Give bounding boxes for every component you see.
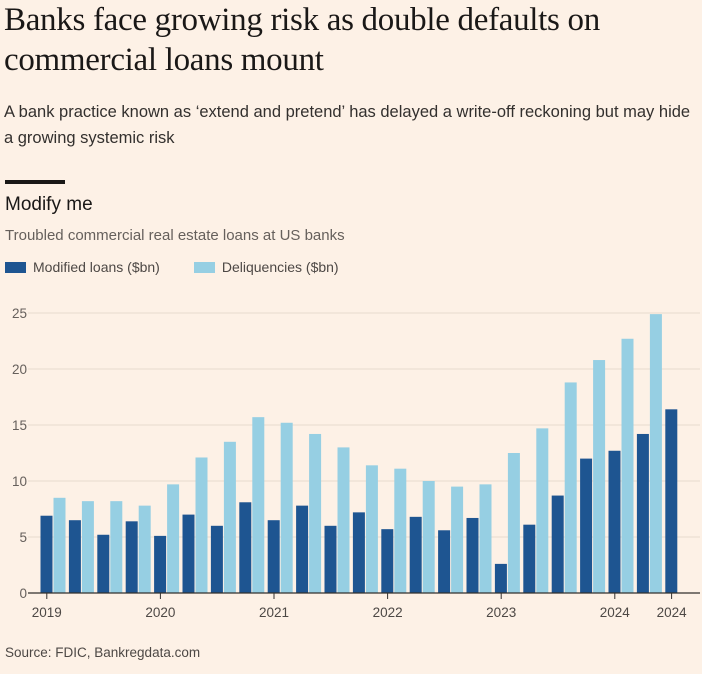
legend-item-modified: Modified loans ($bn)	[5, 259, 160, 275]
bar-chart: 0 5 10 15 20 25 2019 2020 2021 2022 2023 2024 2024	[12, 306, 700, 620]
y-tick-label: 20	[12, 362, 27, 377]
bar-modified-loans	[267, 520, 280, 593]
bar-modified-loans	[182, 514, 195, 593]
bar-delinquencies	[394, 468, 407, 593]
bar-modified-loans	[324, 525, 337, 593]
bar-delinquencies	[422, 481, 435, 593]
bar-modified-loans	[438, 530, 451, 593]
standfirst: A bank practice known as ‘extend and pre…	[4, 103, 691, 147]
bar-delinquencies	[451, 486, 464, 593]
bar-modified-loans	[523, 524, 536, 593]
bar-delinquencies	[110, 501, 123, 593]
legend-label-modified: Modified loans ($bn)	[33, 259, 160, 275]
bar-delinquencies	[195, 457, 208, 593]
legend-item-delinquencies: Deliquencies ($bn)	[193, 259, 339, 275]
bar-modified-loans	[40, 515, 53, 593]
bar-delinquencies	[536, 428, 549, 593]
bar-delinquencies	[53, 497, 66, 593]
y-tick-label: 5	[19, 530, 27, 545]
bar-modified-loans	[636, 433, 649, 593]
bar-delinquencies	[81, 501, 94, 593]
bar-delinquencies	[593, 360, 606, 593]
bar-delinquencies	[479, 484, 492, 593]
chart-subtitle: Troubled commercial real estate loans at…	[5, 227, 345, 244]
bar-modified-loans	[97, 534, 110, 593]
x-tick-label: 2019	[32, 605, 62, 620]
bar-modified-loans	[296, 505, 309, 593]
x-tick-label: 2023	[486, 605, 516, 620]
y-tick-label: 15	[12, 418, 27, 433]
bar-modified-loans	[466, 517, 479, 593]
x-tick-label: 2024	[600, 605, 631, 620]
bar-delinquencies	[365, 465, 378, 593]
bar-modified-loans	[494, 563, 507, 593]
bar-delinquencies	[309, 433, 322, 593]
source-note: Source: FDIC, Bankregdata.com	[5, 645, 201, 660]
y-tick-label: 10	[12, 474, 27, 489]
bar-delinquencies	[252, 417, 265, 593]
x-tick-label: 2022	[373, 605, 403, 620]
bar-modified-loans	[352, 512, 365, 593]
bar-delinquencies	[167, 484, 180, 593]
legend-label-delinquencies: Deliquencies ($bn)	[221, 259, 339, 275]
headline: Banks face growing risk as double defaul…	[4, 2, 600, 78]
bar-modified-loans	[154, 535, 167, 593]
y-tick-label: 0	[19, 586, 27, 601]
bar-modified-loans	[210, 525, 223, 593]
bar-modified-loans	[665, 409, 678, 593]
bar-modified-loans	[409, 516, 422, 593]
bar-modified-loans	[125, 521, 138, 593]
x-tick-label: 2024	[657, 605, 688, 620]
bar-modified-loans	[608, 450, 621, 593]
y-tick-label: 25	[12, 306, 27, 321]
x-tick-label: 2020	[145, 605, 175, 620]
x-tick-label: 2021	[259, 605, 289, 620]
bar-delinquencies	[223, 441, 236, 593]
title-rule	[5, 180, 65, 184]
bar-delinquencies	[337, 447, 350, 593]
bar-delinquencies	[507, 453, 520, 593]
bar-modified-loans	[239, 502, 252, 593]
bar-delinquencies	[621, 338, 634, 593]
bar-modified-loans	[551, 495, 564, 593]
legend-swatch-delinquencies	[193, 261, 215, 273]
bar-modified-loans	[580, 458, 593, 593]
legend: Modified loans ($bn) Deliquencies ($bn)	[5, 256, 373, 278]
bar-delinquencies	[138, 505, 151, 593]
legend-swatch-modified	[5, 261, 26, 273]
bar-delinquencies	[280, 422, 293, 593]
bar-modified-loans	[381, 529, 394, 593]
bar-delinquencies	[564, 382, 577, 593]
chart-title: Modify me	[5, 194, 93, 215]
bar-modified-loans	[68, 520, 81, 593]
bar-delinquencies	[649, 314, 662, 593]
